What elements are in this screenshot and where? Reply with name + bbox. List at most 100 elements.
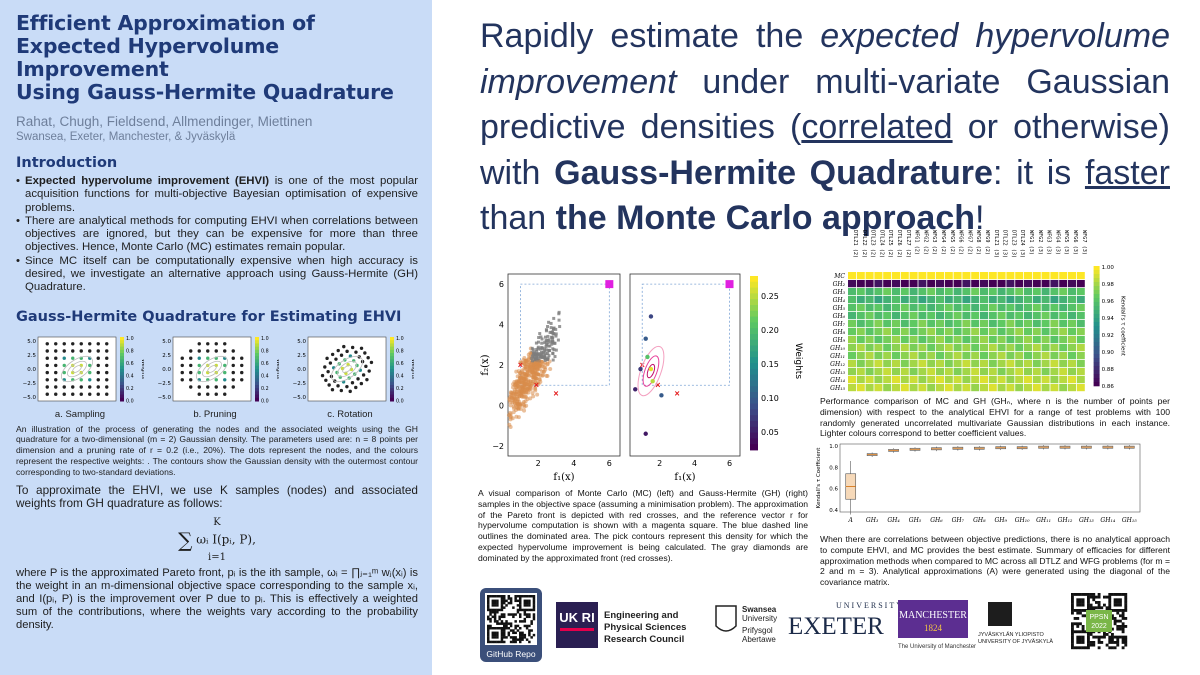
- exeter-main: EXETER: [788, 613, 884, 640]
- heatmap-cell: [856, 368, 865, 376]
- x-tick: 6: [727, 459, 732, 468]
- heatmap-cell: [927, 272, 936, 280]
- colorbar-segment: [120, 349, 124, 354]
- heatmap-cell: [927, 384, 936, 392]
- dominated-sample: [553, 355, 557, 359]
- heatmap-cell: [883, 344, 892, 352]
- heatmap-cell: [892, 360, 900, 368]
- qr-module: [500, 633, 504, 637]
- colorbar-segment: [750, 421, 758, 428]
- qr-module: [532, 599, 536, 603]
- qr-module: [1111, 635, 1114, 639]
- qr-module: [1071, 595, 1074, 599]
- node-dot: [105, 377, 109, 382]
- heatmap-cell: [909, 280, 918, 288]
- qr-module: [1081, 601, 1085, 604]
- qr-module: [1079, 593, 1082, 596]
- colorbar-tick: 0.10: [761, 394, 779, 403]
- heatmap-cell: [1015, 304, 1024, 312]
- heatmap-cell: [1059, 384, 1068, 392]
- qr-module: [1108, 601, 1112, 604]
- heatmap-cell: [971, 368, 980, 376]
- qr-module: [500, 638, 504, 641]
- qr-module: [519, 601, 522, 605]
- qr-module: [1124, 595, 1128, 599]
- colorbar-segment: [1093, 286, 1100, 291]
- qr-module: [487, 601, 490, 605]
- dominated-sample: [547, 348, 551, 352]
- colorbar-tick: 0.4: [261, 373, 269, 379]
- qr-module: [496, 608, 499, 612]
- colorbar-segment: [255, 381, 259, 386]
- heatmap-cell: [988, 320, 997, 328]
- qr-module: [1084, 646, 1088, 650]
- column-label: DTLZ2 (2): [861, 230, 867, 258]
- heatmap-cell: [1059, 312, 1068, 320]
- qr-module: [1111, 593, 1114, 596]
- heatmap-cell: [909, 368, 918, 376]
- heatmap-cell: [909, 320, 918, 328]
- column-label: DTLZ7 (2): [905, 230, 911, 258]
- affiliations: Swansea, Exeter, Manchester, & Jyväskylä: [16, 131, 236, 143]
- heatmap-cell: [997, 328, 1006, 336]
- heatmap-cell: [1059, 296, 1068, 304]
- intro-bullet-text: is one of the most popular acquisition f…: [25, 175, 418, 214]
- colorbar-segment: [1093, 302, 1100, 307]
- node-dot: [54, 356, 58, 360]
- qr-module: [507, 627, 511, 630]
- colorbar-segment: [750, 415, 758, 422]
- node-dot: [206, 356, 210, 360]
- qr-module: [498, 640, 501, 644]
- qr-module: [500, 640, 504, 644]
- qr-module: [1081, 641, 1085, 644]
- heatmap-cell: [1068, 352, 1076, 360]
- mc-sample: [536, 363, 541, 368]
- qr-module: [493, 613, 497, 616]
- mc-sample: [520, 387, 525, 392]
- ppsn-qr-icon[interactable]: PPSN 2022: [1068, 590, 1130, 652]
- heatmap-cell: [856, 272, 865, 280]
- thumb-caption: c. Rotation: [327, 408, 373, 420]
- heatmap-cell: [918, 376, 927, 384]
- qr-module: [505, 624, 508, 628]
- heatmap-cell: [1068, 272, 1076, 280]
- qr-module: [1124, 638, 1128, 642]
- qr-module: [1119, 635, 1122, 639]
- colorbar-segment: [1093, 270, 1100, 275]
- heatmap-cell: [1041, 328, 1050, 336]
- qr-module: [487, 597, 490, 600]
- qr-module: [1076, 598, 1080, 602]
- heatmap-cell: [1006, 328, 1015, 336]
- qr-module: [493, 640, 497, 644]
- github-qr-icon[interactable]: GitHub Repo: [480, 588, 542, 662]
- qr-module: [487, 624, 490, 628]
- qr-module: [1089, 633, 1093, 636]
- heatmap-cell: [936, 288, 944, 296]
- qr-module: [521, 631, 524, 635]
- row-label: GH₃: [833, 289, 846, 296]
- node-dot: [342, 344, 346, 349]
- node-dot: [214, 348, 218, 353]
- qr-module: [528, 601, 531, 605]
- node-dot: [45, 341, 49, 346]
- qr-module: [503, 606, 506, 609]
- qr-module: [1071, 638, 1074, 642]
- dominated-sample: [544, 345, 548, 349]
- qr-module: [503, 599, 506, 603]
- heatmap-cell: [962, 280, 971, 288]
- qr-module: [1116, 635, 1120, 639]
- qr-module: [500, 636, 504, 639]
- heatmap-cell: [971, 376, 980, 384]
- colorbar-tick: 1.0: [126, 336, 134, 342]
- qr-module: [1079, 598, 1082, 602]
- qr-module: [503, 613, 506, 616]
- heatmap-cell: [953, 288, 962, 296]
- dominated-sample: [554, 334, 558, 338]
- qr-module: [1097, 635, 1101, 639]
- qr-module: [1081, 638, 1085, 642]
- heatmap-cell: [971, 352, 980, 360]
- qr-module: [1121, 625, 1125, 628]
- heatmap-cell: [1024, 344, 1032, 352]
- mc-sample: [522, 366, 527, 371]
- node-dot: [105, 341, 109, 346]
